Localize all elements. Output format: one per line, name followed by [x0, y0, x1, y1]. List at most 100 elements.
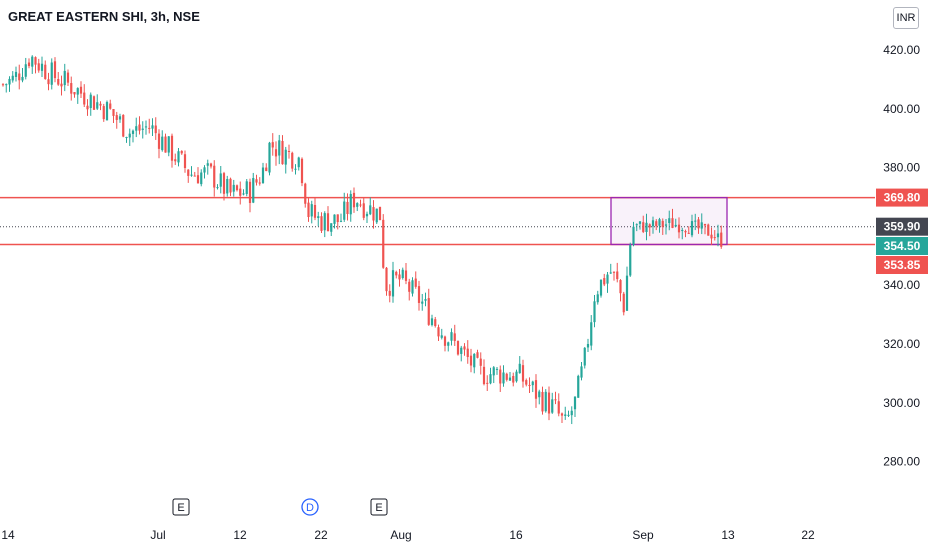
candle	[443, 335, 447, 352]
candle-body	[167, 136, 170, 153]
candle-body	[684, 231, 687, 233]
candle	[414, 271, 417, 289]
candle	[297, 156, 300, 171]
earnings-marker[interactable]: E	[172, 498, 190, 516]
candle	[502, 365, 505, 387]
candle	[463, 343, 466, 356]
candle	[89, 92, 92, 116]
candle-body	[183, 154, 187, 169]
candle-body	[200, 172, 203, 185]
candle	[232, 179, 235, 197]
candle-body	[138, 124, 141, 131]
candle-body	[635, 224, 638, 226]
candle-body	[109, 103, 112, 109]
candle	[629, 242, 632, 277]
candle	[713, 230, 716, 241]
candle-body	[586, 343, 590, 348]
candle-body	[268, 142, 271, 173]
candle	[515, 369, 518, 383]
candle	[486, 375, 489, 392]
candle	[96, 94, 99, 111]
candle	[47, 72, 50, 91]
candle-body	[53, 61, 57, 79]
candle	[57, 72, 60, 86]
candle-body	[297, 157, 300, 168]
candle	[362, 197, 365, 221]
candle-body	[92, 96, 96, 110]
candle	[66, 69, 70, 87]
candle-body	[226, 179, 229, 194]
candle	[492, 365, 495, 384]
candle	[645, 213, 648, 241]
candle-body	[655, 221, 658, 227]
candle	[109, 99, 112, 110]
price-axis[interactable]: 420.00400.00380.00360.00340.00320.00300.…	[883, 43, 920, 469]
candle-body	[404, 270, 408, 281]
candle	[525, 378, 528, 387]
candle-body	[300, 158, 304, 184]
candle	[668, 210, 671, 231]
candle	[684, 229, 687, 238]
candle	[664, 219, 668, 235]
earnings-marker[interactable]: E	[370, 498, 388, 516]
candle	[495, 367, 499, 375]
candle	[570, 406, 573, 425]
candle	[534, 374, 538, 408]
candle-body	[609, 272, 612, 274]
y-tick-label: 340.00	[883, 278, 920, 292]
candle	[222, 171, 226, 201]
candle	[76, 87, 79, 104]
candle	[219, 165, 222, 194]
candle	[131, 129, 135, 143]
candle	[632, 221, 635, 247]
chart-title: GREAT EASTERN SHI, 3h, NSE	[8, 9, 200, 24]
candle	[349, 190, 352, 222]
candle	[291, 151, 294, 172]
candle-body	[287, 150, 291, 152]
candle-body	[499, 369, 502, 384]
candle	[404, 262, 408, 285]
candle	[365, 211, 369, 224]
candle	[450, 328, 453, 346]
candle-body	[424, 299, 427, 301]
candle-body	[193, 175, 196, 177]
candle-body	[551, 399, 554, 413]
candle	[512, 372, 515, 387]
time-axis[interactable]: 14 Jul 12 22 Aug 16 Sep 13 22	[1, 528, 815, 542]
candle	[333, 214, 336, 229]
candle	[336, 214, 339, 230]
candle-body	[713, 237, 716, 239]
candle	[154, 117, 157, 140]
candle	[479, 352, 482, 375]
candle-body	[453, 333, 456, 341]
candle-body	[219, 173, 222, 187]
candle-body	[651, 220, 655, 227]
candle	[564, 406, 567, 420]
candle-body	[66, 72, 70, 83]
candle	[258, 177, 261, 186]
candle	[287, 144, 291, 159]
candle	[268, 141, 271, 176]
candle	[323, 211, 326, 238]
candle	[183, 150, 187, 173]
candle-body	[625, 275, 629, 311]
resistance-price-label: 369.80	[876, 188, 928, 207]
dividend-marker[interactable]: D	[301, 498, 319, 516]
candle-body	[479, 358, 482, 366]
candle	[125, 136, 128, 143]
candle	[200, 169, 203, 187]
candle-body	[115, 115, 118, 120]
candle-body	[486, 382, 489, 384]
currency-button[interactable]: INR	[893, 7, 919, 29]
candle-body	[642, 222, 645, 232]
candle	[408, 278, 411, 301]
candle-body	[365, 213, 369, 217]
candle-body	[63, 70, 66, 86]
candle	[716, 224, 720, 247]
candle-body	[434, 319, 437, 327]
candle	[180, 150, 183, 155]
candle-body	[440, 335, 443, 338]
candle	[226, 175, 229, 197]
